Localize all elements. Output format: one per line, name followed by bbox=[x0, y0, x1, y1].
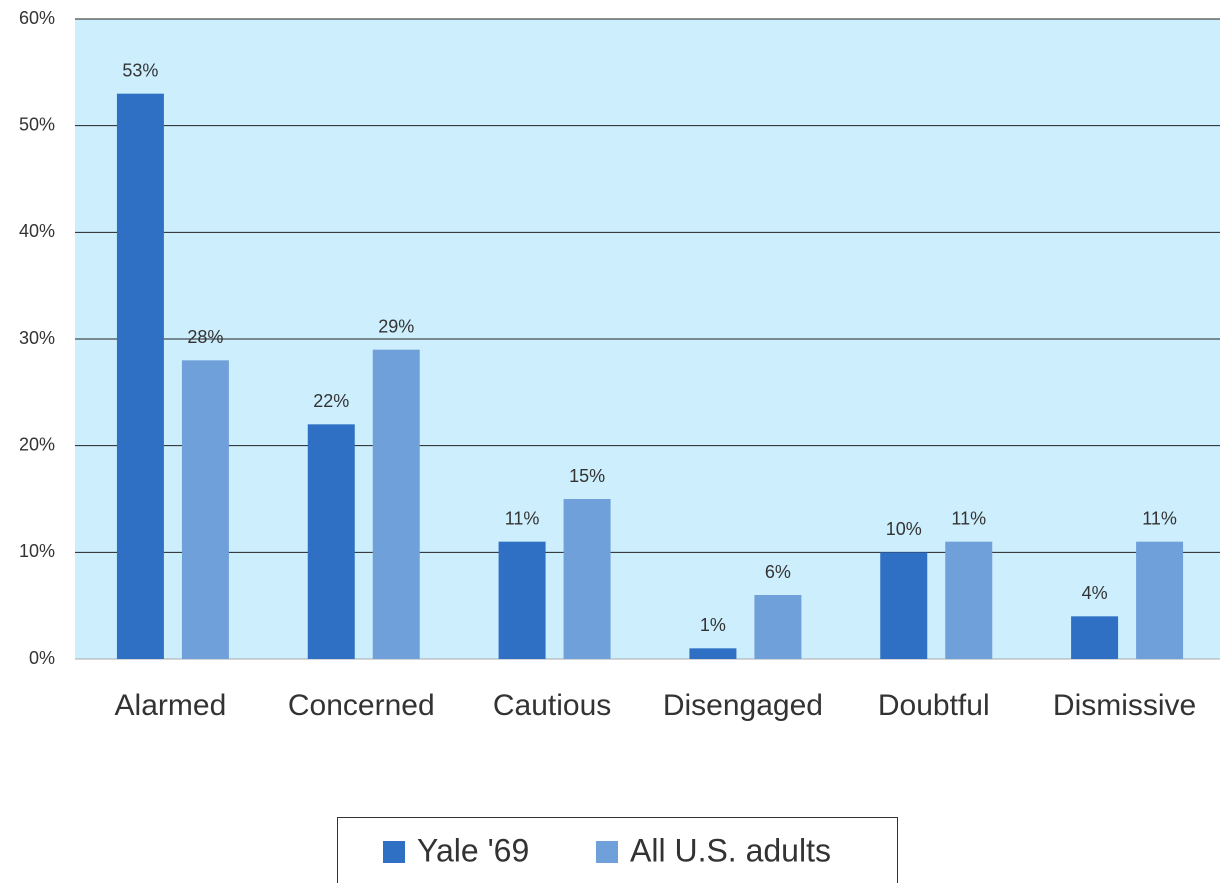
value-label: 15% bbox=[569, 466, 605, 486]
bar bbox=[1136, 541, 1184, 659]
y-tick-label: 60% bbox=[19, 8, 55, 28]
bar bbox=[880, 552, 928, 659]
y-tick-label: 0% bbox=[29, 648, 55, 668]
value-label: 1% bbox=[700, 615, 726, 635]
x-tick-label: Alarmed bbox=[115, 689, 227, 722]
y-tick-label: 40% bbox=[19, 221, 55, 241]
y-tick-label: 50% bbox=[19, 114, 55, 134]
bar bbox=[563, 499, 611, 659]
x-tick-label: Disengaged bbox=[663, 689, 823, 722]
legend-swatch bbox=[383, 841, 405, 863]
legend-swatch bbox=[596, 841, 618, 863]
x-tick-label: Concerned bbox=[288, 689, 435, 722]
value-label: 53% bbox=[122, 60, 158, 80]
value-label: 11% bbox=[1142, 508, 1177, 528]
legend-label: Yale '69 bbox=[417, 832, 529, 868]
bar bbox=[498, 541, 546, 659]
bar bbox=[372, 349, 420, 659]
value-label: 4% bbox=[1082, 583, 1108, 603]
bar bbox=[689, 648, 737, 659]
value-label: 10% bbox=[886, 519, 922, 539]
legend-label: All U.S. adults bbox=[630, 832, 831, 868]
bar bbox=[754, 595, 802, 659]
x-tick-label: Cautious bbox=[493, 689, 611, 722]
value-label: 11% bbox=[505, 508, 540, 528]
x-tick-label: Dismissive bbox=[1053, 689, 1196, 722]
value-label: 11% bbox=[951, 508, 986, 528]
y-tick-label: 20% bbox=[19, 434, 55, 454]
bar bbox=[1071, 616, 1119, 659]
value-label: 29% bbox=[378, 316, 414, 336]
y-tick-label: 30% bbox=[19, 328, 55, 348]
value-label: 28% bbox=[187, 327, 223, 347]
bar bbox=[945, 541, 993, 659]
x-tick-label: Doubtful bbox=[878, 689, 990, 722]
value-label: 6% bbox=[765, 562, 791, 582]
value-label: 22% bbox=[313, 391, 349, 411]
y-tick-label: 10% bbox=[19, 541, 55, 561]
bar bbox=[116, 93, 164, 659]
bar bbox=[181, 360, 229, 659]
bar bbox=[307, 424, 355, 659]
